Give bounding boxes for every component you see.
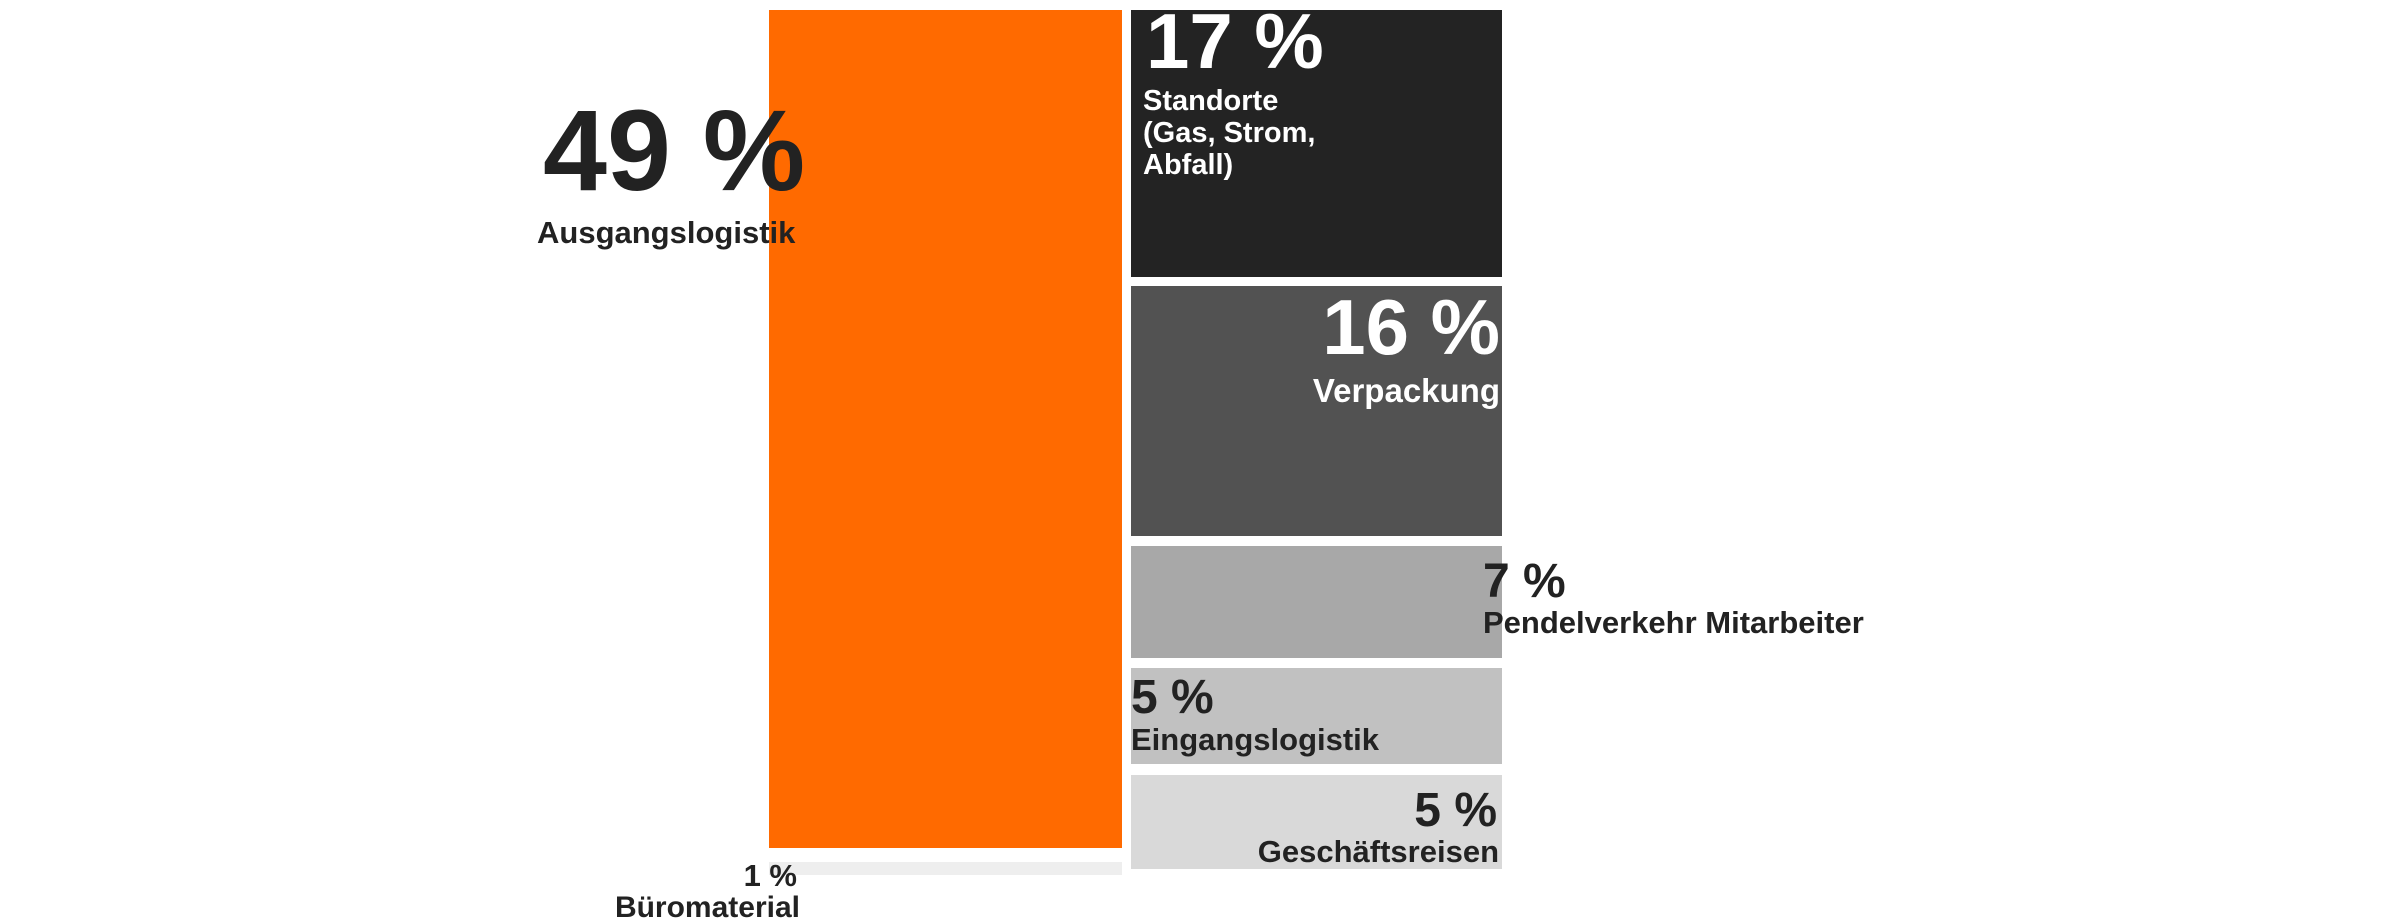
tile-category-label-2: Standorte	[1143, 85, 1278, 117]
tile-category-label-6: Geschäftsreisen	[1258, 834, 1499, 869]
tile-percent-label-5: 5 %	[1131, 671, 1214, 724]
treemap-tile-2	[1131, 10, 1502, 277]
tile-category-label-1: Ausgangslogistik	[537, 215, 796, 250]
treemap-tile-4	[1131, 546, 1502, 658]
tile-category-label-4: Pendelverkehr Mitarbeiter	[1483, 605, 1864, 640]
tile-category-label-2: (Gas, Strom,	[1143, 117, 1315, 149]
treemap-tile-7	[769, 862, 1122, 875]
treemap-tile-5	[1131, 668, 1502, 764]
tile-percent-label-7: 1 %	[744, 858, 797, 893]
tile-category-label-5: Eingangslogistik	[1131, 722, 1380, 757]
tile-percent-label-4: 7 %	[1483, 555, 1566, 608]
tile-category-label-3: Verpackung	[1313, 372, 1500, 409]
tile-category-label-2: Abfall)	[1143, 149, 1233, 181]
tile-percent-label-6: 5 %	[1414, 784, 1497, 837]
tile-percent-label-1: 49 %	[543, 87, 805, 215]
treemap-tile-1	[769, 10, 1122, 848]
tile-percent-label-2: 17 %	[1146, 0, 1324, 85]
tile-percent-label-3: 16 %	[1322, 283, 1500, 371]
tile-category-label-7: Büromaterial	[615, 891, 800, 920]
treemap-tile-6	[1131, 775, 1502, 869]
treemap-tile-3	[1131, 286, 1502, 536]
